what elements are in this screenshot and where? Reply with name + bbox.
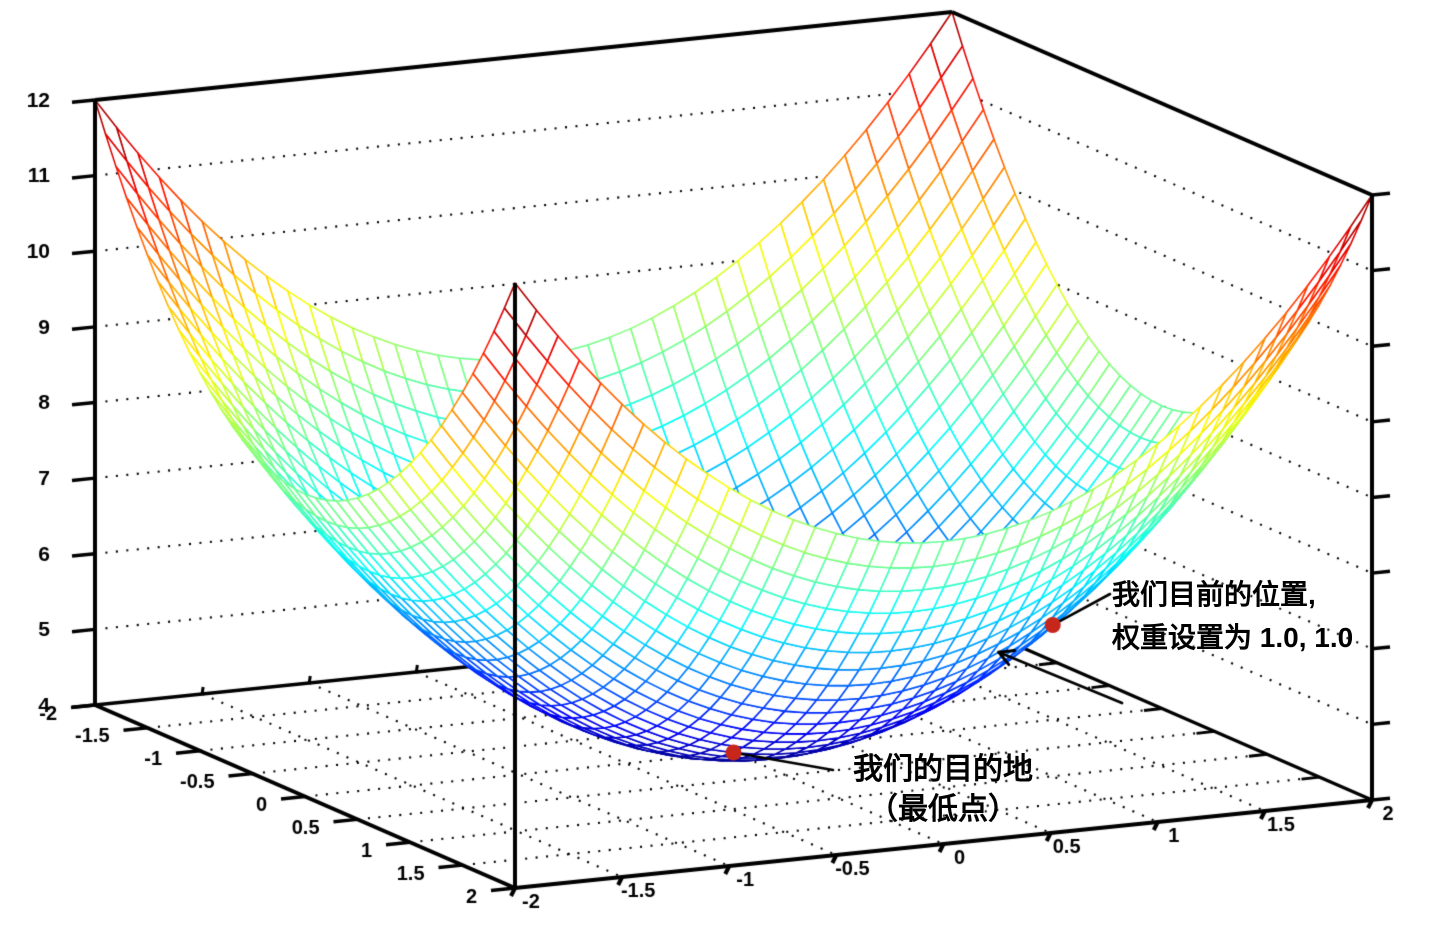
annotation-destination-line-1: 我们的目的地 [853, 753, 1033, 786]
annotation-destination: 我们的目的地 （最低点） [836, 750, 1050, 830]
annotation-current-position: 我们目前的位置, 权重设置为 1.0, 1.0 [1112, 573, 1353, 659]
annotation-destination-line-2: （最低点） [868, 793, 1018, 826]
annotation-current-line-1: 我们目前的位置, [1112, 579, 1316, 610]
annotation-current-line-2: 权重设置为 1.0, 1.0 [1112, 622, 1354, 653]
